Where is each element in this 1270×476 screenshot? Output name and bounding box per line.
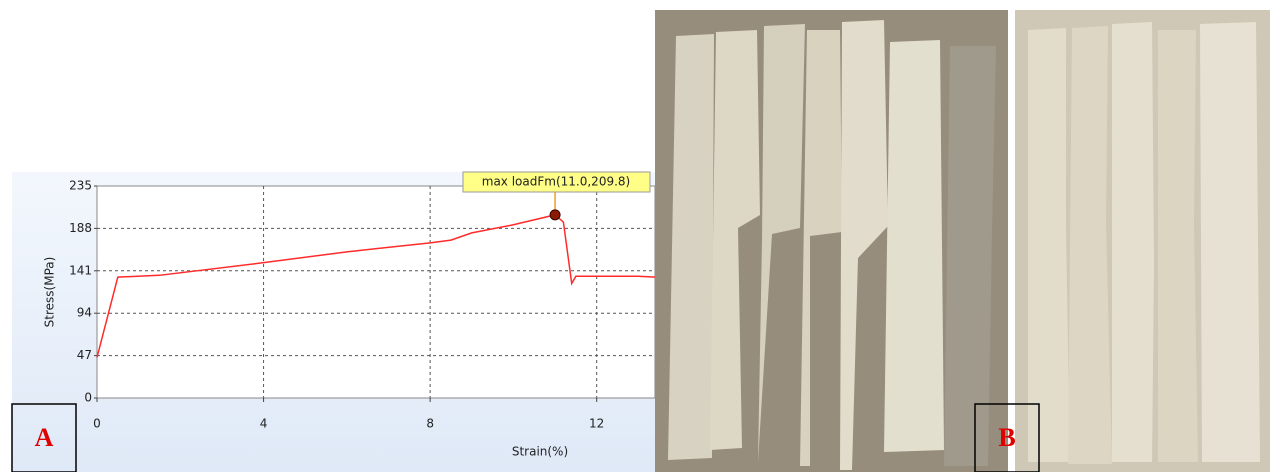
y-tick-label: 141 bbox=[69, 263, 92, 277]
x-tick-label: 12 bbox=[589, 417, 604, 431]
max-point bbox=[550, 210, 560, 220]
photo bbox=[655, 10, 1270, 472]
y-tick-label: 0 bbox=[84, 391, 92, 405]
x-axis-label: Strain(%) bbox=[512, 445, 568, 459]
panel-label: B bbox=[998, 423, 1015, 452]
annotation: max loadFm(11.0,209.8) bbox=[482, 175, 630, 189]
figure: Stress(MPa) Strain(%) A B 0 47 94 141 188 235… bbox=[0, 0, 1270, 472]
x-tick-label: 4 bbox=[260, 417, 268, 431]
y-tick-label: 47 bbox=[77, 348, 92, 362]
x-tick-label: 0 bbox=[93, 417, 101, 431]
x-tick-label: 8 bbox=[426, 417, 434, 431]
y-tick-label: 235 bbox=[69, 179, 92, 193]
panel-label: A bbox=[35, 423, 54, 452]
y-tick-label: 94 bbox=[77, 306, 92, 320]
plot-area bbox=[97, 186, 655, 398]
y-tick-label: 188 bbox=[69, 221, 92, 235]
y-axis-label: Stress(MPa) bbox=[43, 257, 57, 328]
